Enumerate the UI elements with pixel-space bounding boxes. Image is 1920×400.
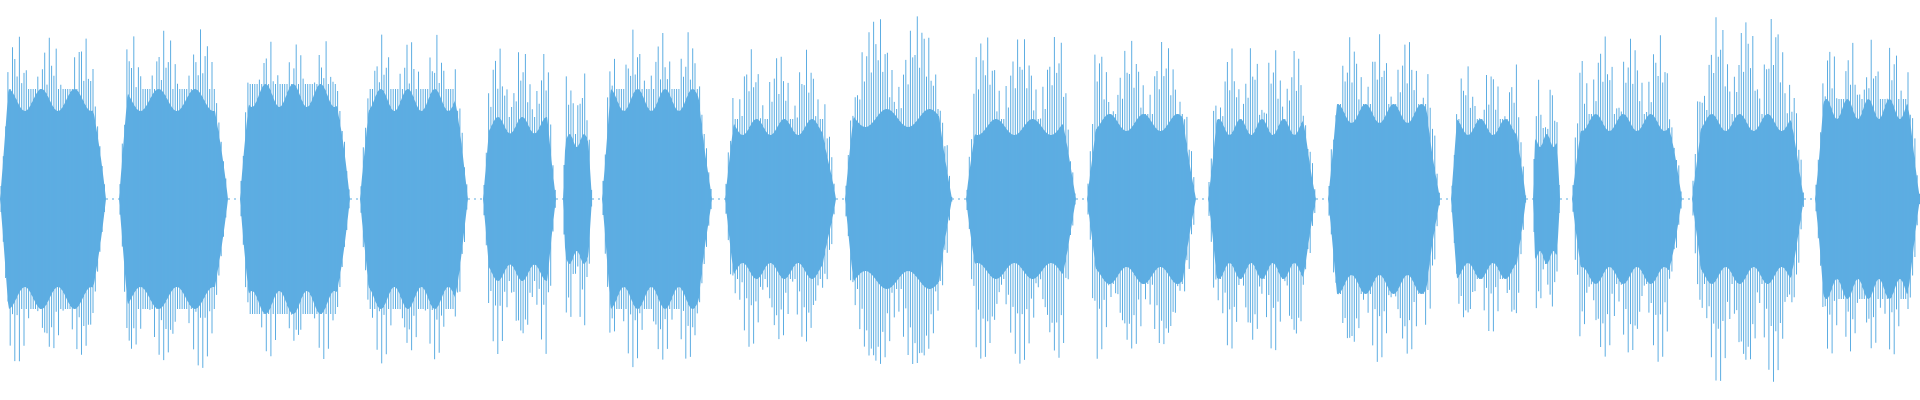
waveform-segment [0, 36, 106, 362]
waveform-segment [1087, 40, 1196, 359]
waveform-core [1815, 99, 1920, 299]
waveform-segment [1328, 34, 1440, 362]
waveform-core [966, 119, 1076, 279]
waveform-segment [119, 29, 228, 368]
waveform-core [0, 89, 106, 309]
waveform-segment [240, 41, 350, 359]
waveform-segment [563, 73, 593, 326]
waveform-core [483, 117, 556, 281]
waveform-segment [360, 34, 468, 364]
waveform-segment [1451, 64, 1527, 332]
waveform-segment [602, 29, 712, 368]
waveform-segment [483, 48, 556, 354]
waveform-segment [1815, 39, 1920, 355]
waveform-core [602, 89, 712, 309]
waveform-core [725, 119, 836, 279]
waveform-segment [1572, 35, 1682, 362]
waveform-segment [1208, 48, 1316, 351]
waveform-core [1572, 114, 1682, 284]
waveform-core [240, 84, 350, 314]
waveform-core [1533, 134, 1560, 264]
waveform-segment [966, 37, 1076, 364]
waveform-segment [1692, 17, 1804, 382]
waveform-segment [845, 16, 953, 364]
waveform-segment [725, 49, 836, 347]
waveform-segment [1533, 79, 1560, 309]
